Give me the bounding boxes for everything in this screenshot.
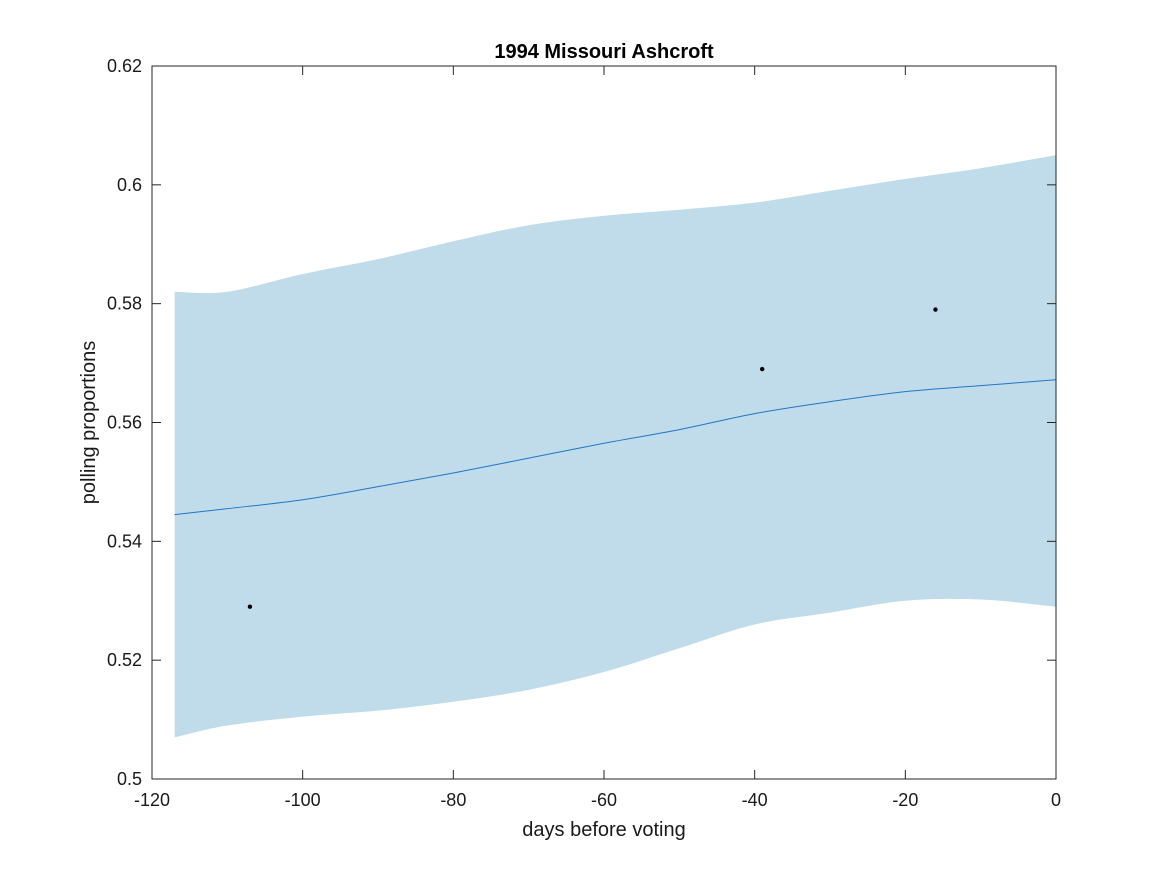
x-axis-label: days before voting xyxy=(522,819,685,841)
poll-point-2 xyxy=(760,366,765,372)
y-tick-label: 0.6 xyxy=(117,175,142,195)
poll-point-1 xyxy=(247,604,253,609)
x-tick-label: 0 xyxy=(1051,790,1061,810)
x-tick-label: -20 xyxy=(892,790,918,810)
x-tick-label: -40 xyxy=(742,790,768,810)
x-tick-label: -120 xyxy=(134,790,170,810)
poll-point-3 xyxy=(933,307,938,312)
y-tick-label: 0.54 xyxy=(107,531,142,551)
y-tick-label: 0.58 xyxy=(107,294,142,314)
y-axis-label: polling proportions xyxy=(78,341,100,504)
x-tick-label: -80 xyxy=(440,790,466,810)
y-tick-label: 0.5 xyxy=(117,769,142,789)
y-tick-label: 0.62 xyxy=(107,56,142,76)
chart-title: 1994 Missouri Ashcroft xyxy=(494,41,714,63)
mean-line xyxy=(174,379,1057,516)
y-tick-label: 0.56 xyxy=(107,413,142,433)
x-tick-label: -100 xyxy=(285,790,321,810)
x-tick-label: -60 xyxy=(591,790,617,810)
confidence-band xyxy=(174,155,1057,738)
y-tick-label: 0.52 xyxy=(107,650,142,670)
